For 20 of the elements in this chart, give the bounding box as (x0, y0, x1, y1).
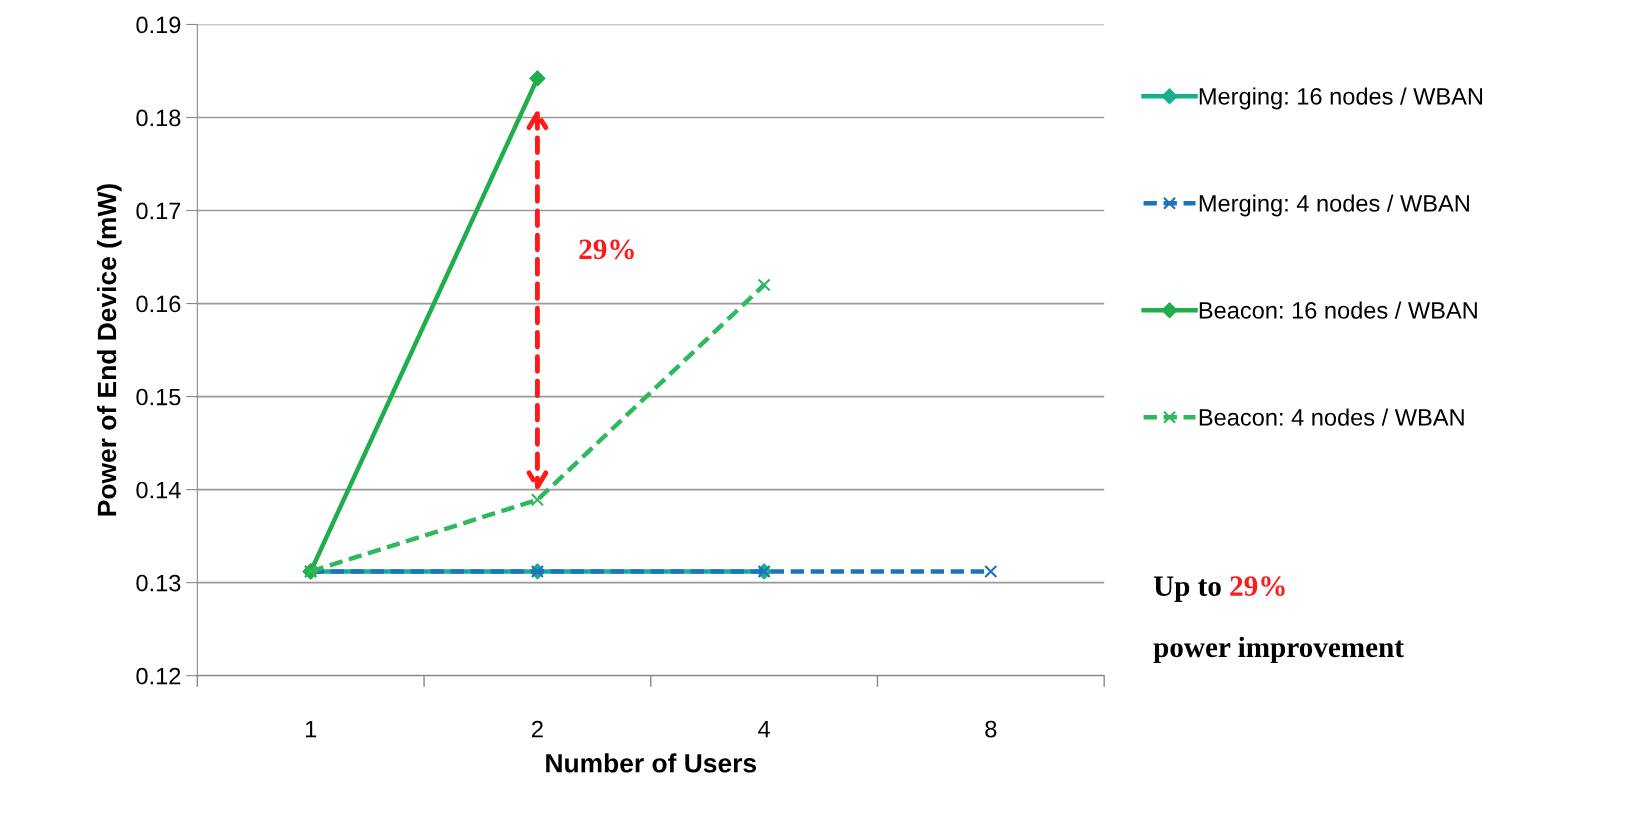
x-tick-label: 2 (532, 720, 543, 738)
y-tick-label: 0.12 (136, 667, 181, 685)
legend-label: Beacon: 4 nodes / WBAN (1199, 408, 1464, 426)
legend-label: Merging: 4 nodes / WBAN (1199, 194, 1469, 217)
annotation: 29% (579, 239, 634, 260)
y-tick-label: 0.19 (136, 16, 181, 34)
x-tick-label: 8 (985, 720, 997, 738)
x-tick-label: 1 (305, 720, 317, 738)
x-tick-label: 4 (758, 720, 770, 738)
y-tick-label: 0.16 (136, 295, 181, 313)
y-tick-label: 0.15 (136, 388, 181, 406)
text: Up to 29% power improvement (1153, 576, 1404, 664)
x-axis-title: Number of Users (546, 753, 757, 773)
y-axis-title: Power of End Device (mW) (96, 184, 122, 516)
y-tick-label: 0.18 (136, 109, 181, 127)
legend-label: Merging: 16 nodes / WBAN (1199, 87, 1483, 110)
y-tick-label: 0.13 (136, 574, 181, 592)
legend-label: Beacon: 16 nodes / WBAN (1199, 301, 1477, 319)
y-tick-label: 0.14 (136, 481, 181, 499)
y-tick-label: 0.17 (136, 202, 181, 220)
